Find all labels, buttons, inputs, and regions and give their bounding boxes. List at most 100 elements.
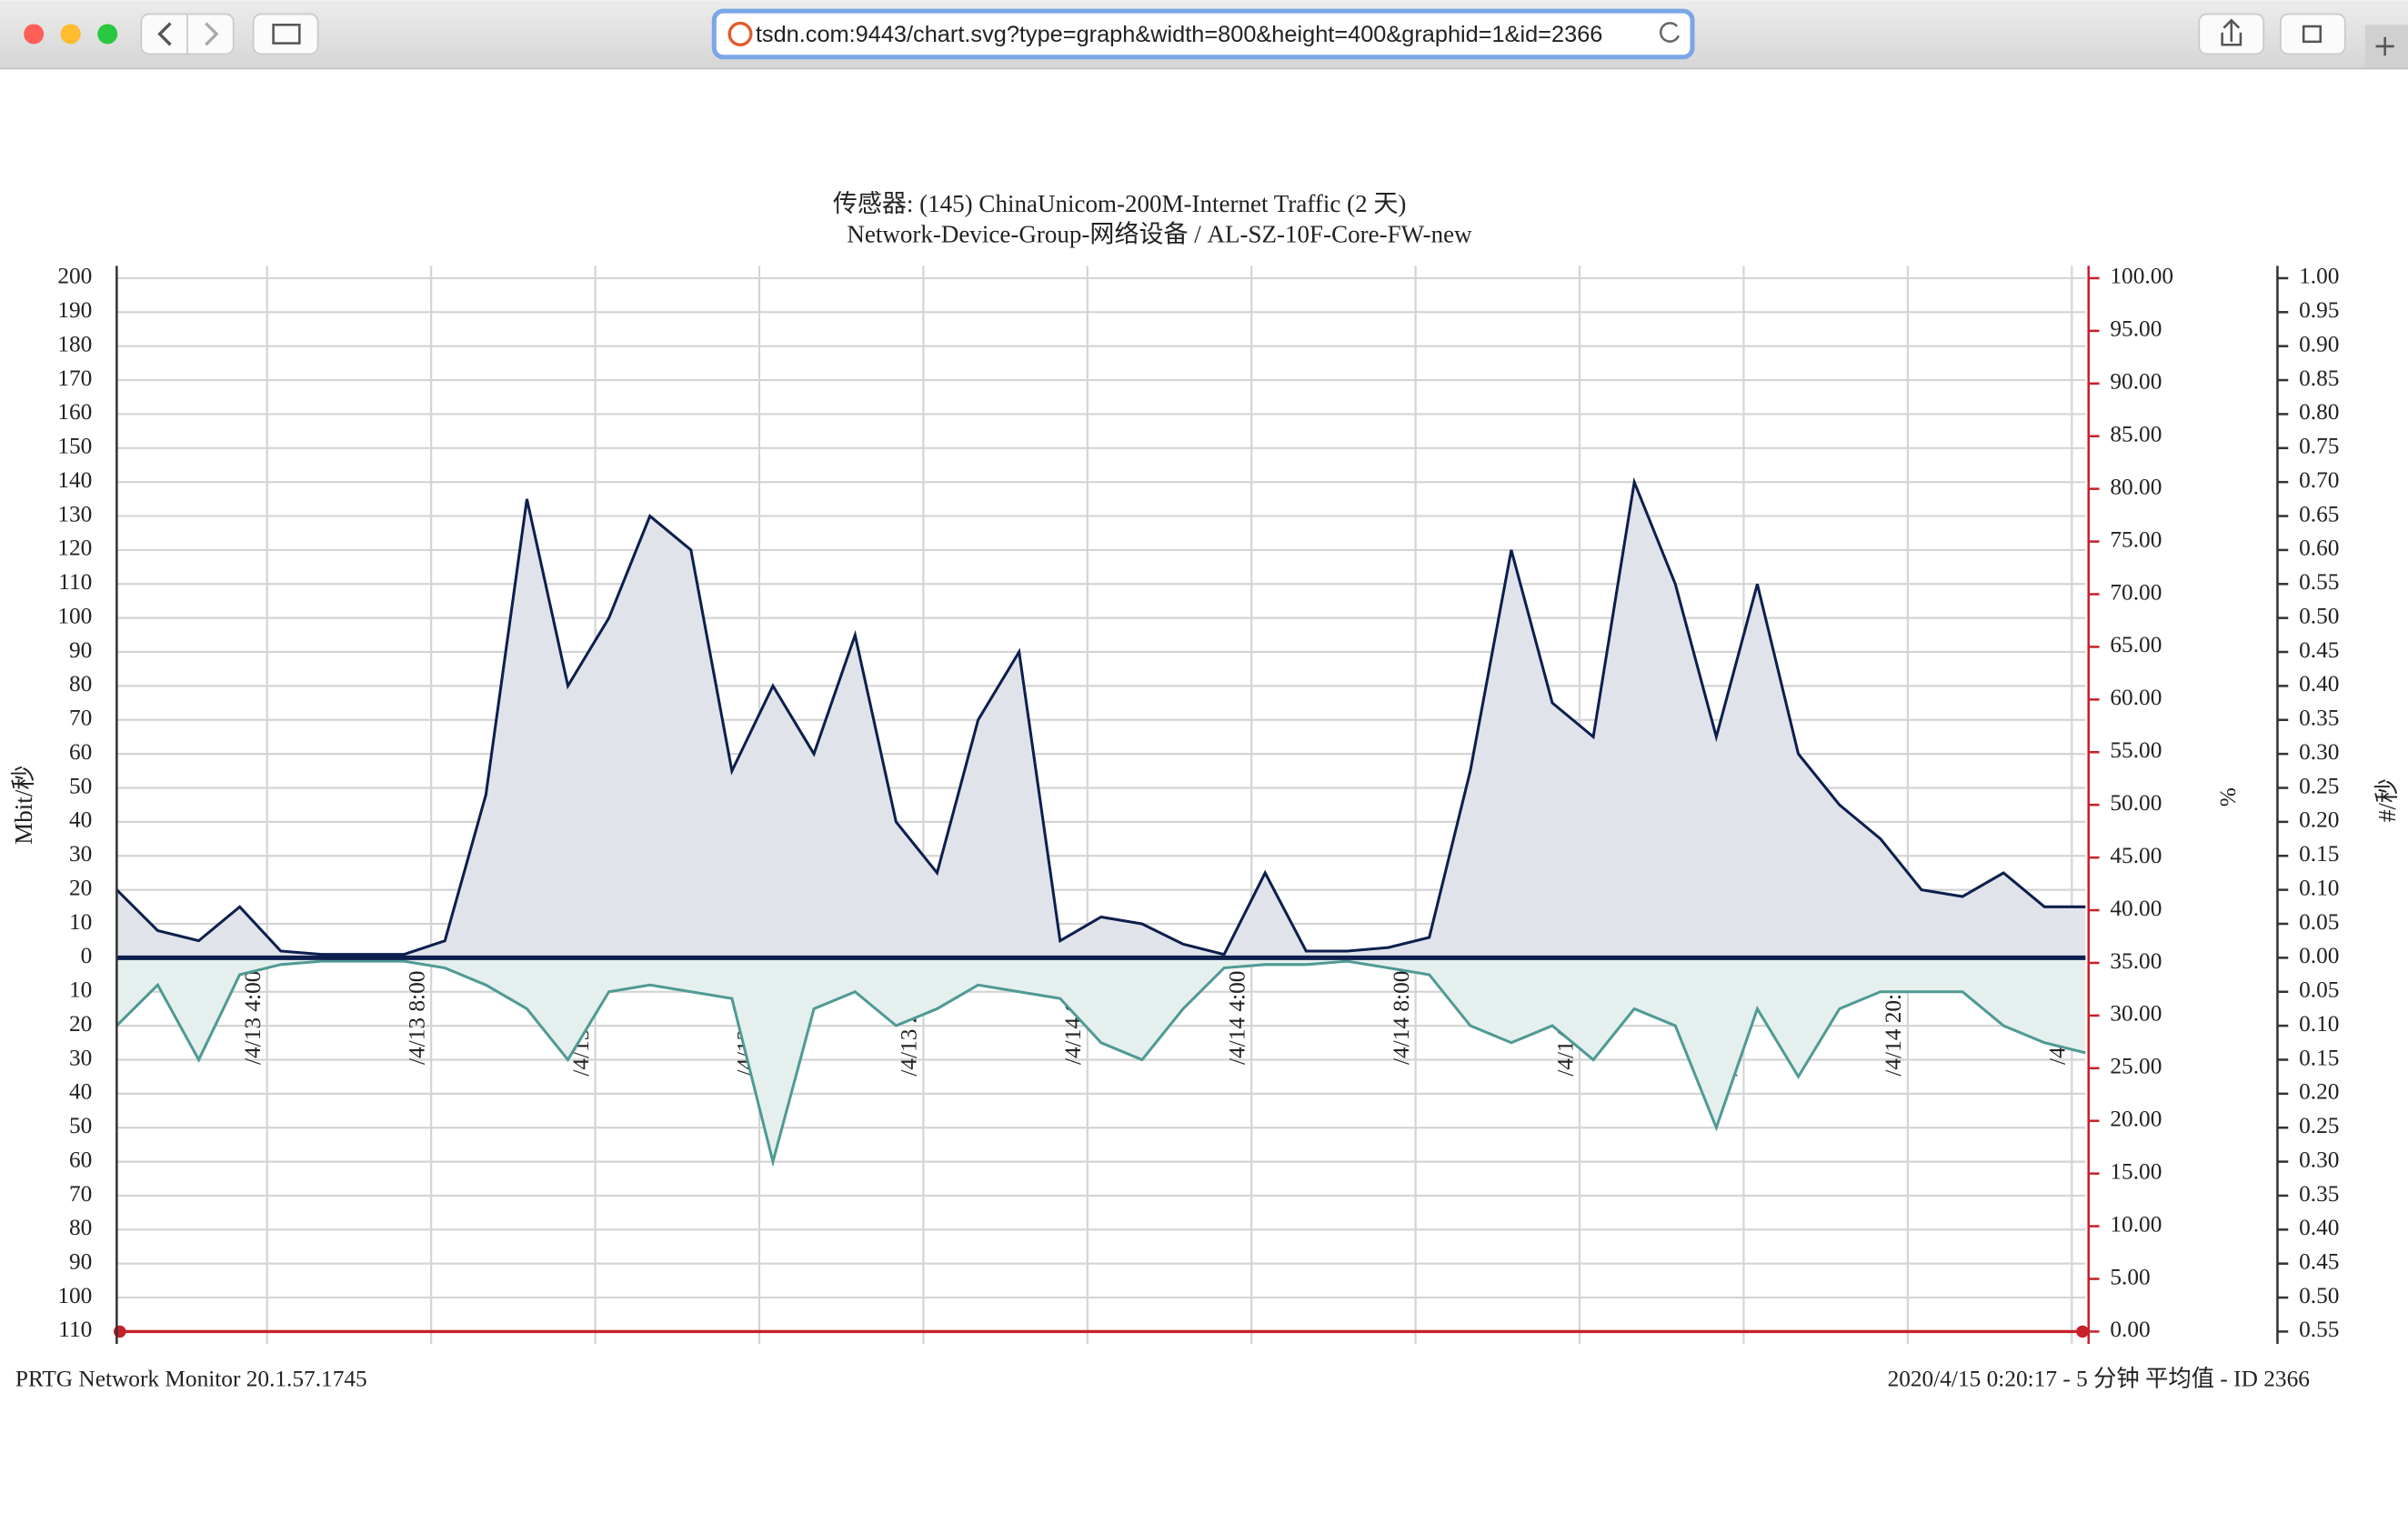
footer-left: PRTG Network Monitor 20.1.57.1745	[15, 1366, 367, 1391]
y2-tick-label: 20.00	[2110, 1107, 2162, 1132]
y-tick-label: 30	[69, 1045, 92, 1070]
y3-tick-label: 0.60	[2299, 536, 2339, 561]
line	[115, 476, 2086, 957]
y3-tick-label: 0.30	[2299, 739, 2339, 765]
y2-tick-label: 65.00	[2110, 632, 2162, 657]
y2-tick-label: 55.00	[2110, 737, 2162, 763]
y-tick-label: 50	[69, 773, 92, 798]
y3-tick-label: 0.15	[2299, 1045, 2339, 1070]
y3-tick-label: 0.90	[2299, 332, 2339, 357]
y3-tick-label: 0.50	[2299, 603, 2339, 628]
zoom-button[interactable]	[97, 24, 118, 45]
y-tick-label: 60	[69, 739, 92, 765]
y3-tick-label: 0.10	[2299, 875, 2339, 900]
y3-tick-label: 0.05	[2299, 909, 2339, 935]
y-tick-label: 60	[69, 1147, 92, 1172]
y-tick-label: 90	[69, 637, 92, 663]
y2-tick-label: 0.00	[2110, 1317, 2150, 1342]
y3-tick-label: 0.10	[2299, 1011, 2339, 1037]
y3-tick-label: 0.80	[2299, 399, 2339, 425]
y3-tick-label: 0.35	[2299, 1181, 2339, 1207]
y-tick-label: 190	[57, 297, 92, 323]
y3-tick-label: 0.45	[2299, 1249, 2339, 1275]
y-tick-label: 20	[69, 875, 92, 900]
tabs-icon	[2302, 25, 2323, 44]
url-text: tsdn.com:9443/chart.svg?type=graph&width…	[756, 22, 1603, 47]
y-tick-label: 10	[69, 977, 92, 1003]
y2-tick-label: 5.00	[2110, 1264, 2150, 1289]
y-tick-label: 200	[57, 264, 92, 289]
share-icon	[2221, 18, 2242, 46]
y3-tick-label: 1.00	[2299, 264, 2339, 289]
y-tick-label: 40	[69, 1079, 92, 1105]
y3-tick-label: 0.50	[2299, 1283, 2339, 1308]
y2-tick-label: 95.00	[2110, 316, 2162, 342]
y-tick-label: 90	[69, 1249, 92, 1275]
y-tick-label: 10	[69, 909, 92, 935]
back-button[interactable]	[157, 22, 172, 46]
plot: 1101009080706050403020100102030405060708…	[57, 264, 2339, 1344]
y-tick-label: 100	[57, 1283, 92, 1308]
y2-tick-label: 90.00	[2110, 369, 2162, 395]
y3-tick-label: 0.55	[2299, 569, 2339, 595]
y3-tick-label: 0.70	[2299, 467, 2339, 493]
y-tick-label: 140	[57, 467, 92, 493]
y2-tick-label: 50.00	[2110, 790, 2162, 816]
y3-tick-label: 0.25	[2299, 1113, 2339, 1138]
y3-tick-label: 0.25	[2299, 773, 2339, 798]
y-tick-label: 70	[69, 706, 92, 731]
y2-tick-label: 100.00	[2110, 264, 2173, 289]
area	[116, 482, 2086, 958]
y-tick-label: 80	[69, 1215, 92, 1240]
tabs-button[interactable]	[2279, 13, 2346, 55]
minimize-button[interactable]	[60, 24, 81, 45]
y2-tick-label: 15.00	[2110, 1158, 2162, 1184]
y-tick-label: 70	[69, 1181, 92, 1207]
y2-tick-label: 80.00	[2110, 474, 2162, 499]
y2-tick-label: 60.00	[2110, 685, 2162, 710]
close-button[interactable]	[24, 24, 45, 45]
y-tick-label: 130	[57, 501, 92, 526]
y3-axis-label: #/秒	[2373, 778, 2401, 822]
reload-button[interactable]	[1660, 22, 1681, 43]
y-tick-label: 160	[57, 399, 92, 425]
chart-title: 传感器: (145) ChinaUnicom-200M-Internet Tra…	[833, 190, 1407, 217]
y-tick-label: 0	[81, 943, 93, 968]
y3-tick-label: 0.45	[2299, 637, 2339, 663]
y2-axis-label: %	[2215, 787, 2241, 807]
forward-button[interactable]	[205, 22, 219, 46]
y3-tick-label: 0.05	[2299, 977, 2339, 1003]
y-tick-label: 110	[58, 1317, 92, 1342]
y2-tick-label: 35.00	[2110, 948, 2162, 974]
y-tick-label: 80	[69, 671, 92, 696]
address-bar[interactable]	[711, 8, 1695, 60]
endpoint	[113, 1325, 126, 1338]
y-axis-label: Mbit/秒	[10, 766, 37, 845]
y3-tick-label: 0.30	[2299, 1147, 2339, 1172]
y3-tick-label: 0.55	[2299, 1317, 2339, 1342]
sidebar-icon	[272, 24, 301, 45]
x-tick-label: /4/13 8:00	[404, 971, 429, 1065]
y-tick-label: 170	[57, 366, 92, 391]
y2-tick-label: 30.00	[2110, 1001, 2162, 1027]
x-tick-label: /4/13 4:00	[240, 971, 266, 1065]
y3-tick-label: 0.95	[2299, 297, 2339, 323]
y-tick-label: 180	[57, 332, 92, 357]
area	[116, 957, 2086, 1162]
y3-tick-label: 0.35	[2299, 706, 2339, 731]
site-icon	[727, 21, 753, 46]
y3-tick-label: 0.00	[2299, 943, 2339, 968]
y-tick-label: 100	[57, 603, 92, 628]
footer-right: 2020/4/15 0:20:17 - 5 分钟 平均值 - ID 2366	[1888, 1366, 2310, 1391]
y-tick-label: 110	[58, 569, 92, 595]
y3-tick-label: 0.65	[2299, 501, 2339, 526]
y2-tick-label: 25.00	[2110, 1054, 2162, 1079]
sidebar-button[interactable]	[252, 13, 319, 55]
y3-tick-label: 0.15	[2299, 841, 2339, 867]
y2-tick-label: 70.00	[2110, 579, 2162, 605]
y-tick-label: 40	[69, 807, 92, 833]
y-tick-label: 20	[69, 1011, 92, 1037]
y2-tick-label: 85.00	[2110, 422, 2162, 447]
y-tick-label: 120	[57, 536, 92, 561]
